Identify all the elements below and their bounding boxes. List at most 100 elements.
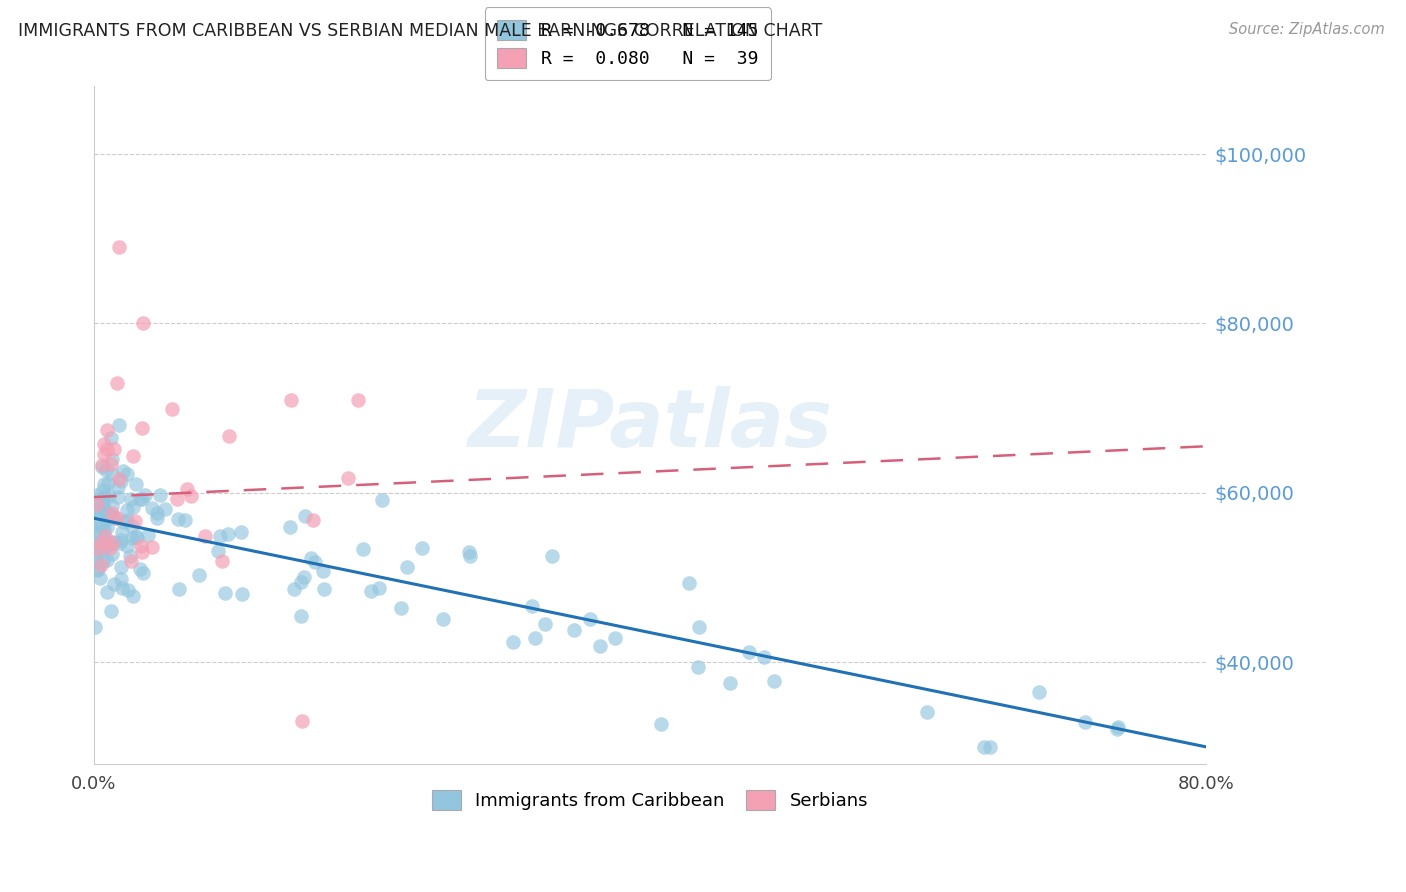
Point bbox=[457, 545, 479, 559]
Point bbox=[112, 464, 135, 478]
Point bbox=[94, 489, 117, 503]
Point bbox=[83, 536, 105, 550]
Point bbox=[97, 475, 120, 490]
Point bbox=[89, 543, 111, 558]
Point bbox=[91, 554, 114, 568]
Point bbox=[458, 549, 481, 563]
Point bbox=[121, 518, 143, 533]
Point bbox=[207, 544, 229, 558]
Point bbox=[314, 582, 336, 596]
Point bbox=[96, 510, 118, 524]
Point bbox=[278, 520, 301, 534]
Point bbox=[101, 500, 124, 514]
Point bbox=[292, 569, 315, 583]
Point bbox=[86, 541, 108, 556]
Point bbox=[83, 510, 105, 524]
Point bbox=[101, 452, 124, 467]
Point bbox=[86, 487, 108, 501]
Point bbox=[90, 459, 112, 474]
Point bbox=[117, 583, 139, 598]
Point bbox=[91, 458, 114, 472]
Point bbox=[718, 676, 741, 690]
Point bbox=[312, 564, 335, 578]
Point bbox=[91, 483, 114, 497]
Point bbox=[688, 620, 710, 634]
Point bbox=[110, 474, 132, 488]
Point bbox=[432, 611, 454, 625]
Point bbox=[91, 491, 114, 505]
Point bbox=[98, 535, 121, 549]
Point bbox=[360, 584, 382, 599]
Point bbox=[149, 488, 172, 502]
Point bbox=[218, 429, 240, 443]
Point bbox=[176, 482, 198, 496]
Point bbox=[117, 513, 139, 527]
Point bbox=[167, 512, 190, 526]
Point bbox=[100, 457, 122, 471]
Point bbox=[120, 492, 142, 507]
Point bbox=[111, 581, 134, 595]
Point bbox=[371, 493, 394, 508]
Text: ZIPatlas: ZIPatlas bbox=[468, 386, 832, 464]
Point bbox=[93, 503, 115, 517]
Point bbox=[917, 706, 939, 720]
Point bbox=[96, 513, 118, 527]
Point bbox=[304, 555, 326, 569]
Point bbox=[603, 631, 626, 645]
Point bbox=[101, 509, 124, 524]
Point bbox=[93, 530, 115, 544]
Point bbox=[110, 559, 132, 574]
Point bbox=[89, 525, 111, 540]
Point bbox=[103, 442, 125, 456]
Point bbox=[283, 582, 305, 597]
Point bbox=[101, 535, 124, 549]
Point bbox=[124, 515, 146, 529]
Point bbox=[108, 536, 131, 550]
Point bbox=[762, 674, 785, 689]
Point bbox=[103, 511, 125, 525]
Point bbox=[86, 563, 108, 577]
Point bbox=[131, 492, 153, 507]
Point bbox=[115, 503, 138, 517]
Point bbox=[87, 561, 110, 575]
Point bbox=[91, 497, 114, 511]
Point bbox=[101, 547, 124, 561]
Point bbox=[101, 467, 124, 482]
Text: IMMIGRANTS FROM CARIBBEAN VS SERBIAN MEDIAN MALE EARNINGS CORRELATION CHART: IMMIGRANTS FROM CARIBBEAN VS SERBIAN MED… bbox=[18, 22, 823, 40]
Point bbox=[146, 510, 169, 524]
Point bbox=[96, 539, 118, 553]
Point bbox=[91, 520, 114, 534]
Point bbox=[103, 576, 125, 591]
Point bbox=[153, 501, 176, 516]
Point bbox=[302, 513, 325, 527]
Point bbox=[83, 493, 105, 508]
Point bbox=[107, 490, 129, 504]
Point bbox=[502, 635, 524, 649]
Point bbox=[83, 504, 105, 518]
Point bbox=[131, 317, 153, 331]
Point bbox=[93, 540, 115, 554]
Point bbox=[100, 604, 122, 618]
Point bbox=[93, 505, 115, 519]
Point bbox=[214, 586, 236, 600]
Point bbox=[115, 539, 138, 553]
Point bbox=[96, 442, 118, 456]
Point bbox=[89, 571, 111, 585]
Point bbox=[100, 508, 122, 522]
Point bbox=[290, 608, 312, 623]
Point bbox=[194, 529, 217, 543]
Point bbox=[93, 523, 115, 537]
Point bbox=[389, 600, 412, 615]
Point bbox=[146, 506, 169, 520]
Point bbox=[89, 519, 111, 533]
Point bbox=[115, 467, 138, 481]
Point bbox=[686, 660, 709, 674]
Point bbox=[208, 529, 231, 543]
Point bbox=[90, 558, 112, 572]
Point bbox=[121, 500, 143, 514]
Point bbox=[337, 470, 360, 484]
Point bbox=[352, 541, 374, 556]
Point bbox=[84, 550, 107, 565]
Point bbox=[291, 714, 314, 729]
Point bbox=[534, 617, 557, 632]
